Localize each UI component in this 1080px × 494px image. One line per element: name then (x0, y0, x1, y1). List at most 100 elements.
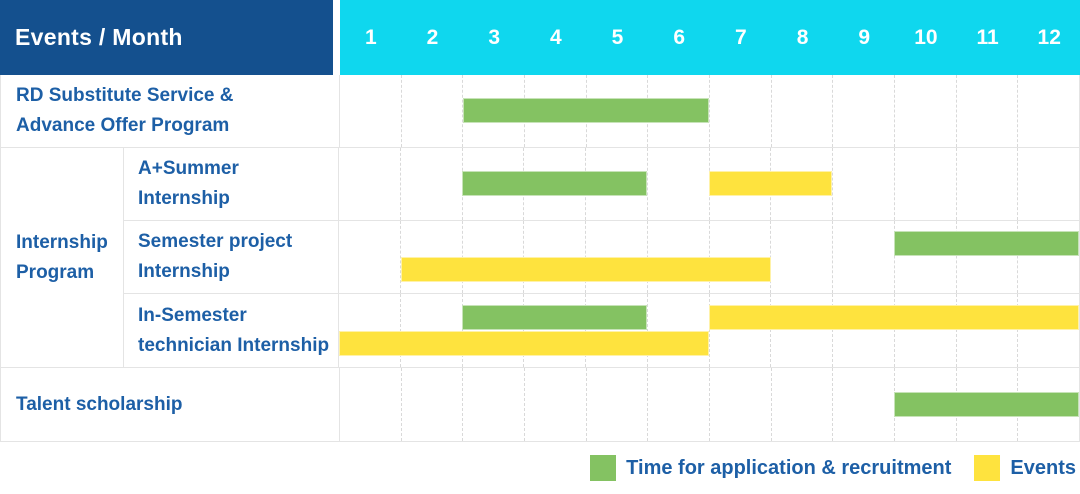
month-label-2: 2 (426, 25, 439, 49)
month-grid-cell (524, 368, 586, 441)
month-grid-cell (832, 148, 894, 220)
month-header: 1 2 3 4 5 6 7 8 9 10 11 12 (340, 0, 1080, 75)
row-label-line: Talent scholarship (16, 393, 183, 415)
row-label: Semester project Internship (124, 221, 339, 293)
gantt-bar-events (709, 304, 1079, 330)
month-label-3: 3 (488, 25, 501, 49)
month-label-9: 9 (858, 25, 871, 49)
table-header-row: Events / Month 1 2 3 4 5 6 7 8 9 10 11 12 (0, 0, 1080, 75)
gantt-bar-application (462, 304, 648, 330)
month-grid-cell (832, 75, 894, 147)
legend-item-application: Time for application & recruitment (590, 455, 951, 481)
month-grid-cell (1017, 148, 1079, 220)
month-grid-cell (832, 294, 894, 367)
month-grid-cell (339, 148, 400, 220)
month-grid-cell (955, 75, 1018, 147)
month-grid-cell (462, 368, 524, 441)
application-color-swatch (590, 455, 617, 481)
month-grid-cell (461, 148, 524, 220)
month-grid-cell (708, 148, 771, 220)
month-grid-cell (1017, 294, 1079, 367)
chart-legend: Time for application & recruitment Event… (0, 442, 1080, 494)
gantt-bar-application (463, 98, 710, 123)
row-timeline (340, 368, 1079, 441)
row-label: A+Summer Internship (124, 148, 339, 220)
month-grid-cell (399, 148, 462, 220)
events-color-swatch (974, 455, 1001, 481)
month-label-11: 11 (976, 25, 999, 49)
month-grid-cell (893, 294, 956, 367)
month-grid-cell (709, 368, 771, 441)
gantt-bar-events (709, 171, 833, 196)
row-timeline (339, 294, 1079, 367)
table-row: Semester project Internship (124, 221, 1079, 294)
table-row: RD Substitute Service & Advance Offer Pro… (1, 75, 1079, 148)
month-grid-cell (339, 221, 400, 293)
row-timeline (340, 75, 1079, 147)
month-grid-cell (832, 221, 894, 293)
row-label-line: In-Semester (138, 304, 247, 326)
month-grid-cell (462, 75, 524, 147)
month-grid-cell (647, 368, 709, 441)
month-label-8: 8 (796, 25, 809, 49)
row-timeline (339, 221, 1079, 293)
group-label-internship-program: Internship Program (1, 148, 124, 367)
month-grid-cell (955, 221, 1018, 293)
month-grid-cell (1017, 75, 1079, 147)
month-label-12: 12 (1037, 25, 1061, 49)
month-grid-cell (894, 75, 956, 147)
month-grid-cell (770, 294, 832, 367)
month-label-6: 6 (673, 25, 686, 49)
row-timeline (339, 148, 1079, 220)
legend-label-application: Time for application & recruitment (626, 456, 952, 479)
header-divider (333, 0, 340, 75)
row-label-line: Advance Offer Program (16, 115, 230, 136)
row-label: Talent scholarship (1, 368, 340, 441)
row-label-line: Internship (138, 261, 230, 282)
month-grid-cell (646, 148, 709, 220)
month-grid-cell (340, 368, 401, 441)
month-grid-cell (399, 221, 462, 293)
row-label-line: Internship (138, 188, 230, 209)
row-label-line: A+Summer (138, 158, 239, 179)
month-grid-cell (400, 368, 463, 441)
month-grid-cell (770, 221, 832, 293)
month-grid-cell (832, 368, 894, 441)
month-grid-cell (585, 368, 648, 441)
table-row: In-Semester technician Internship (124, 294, 1079, 367)
month-grid-cell (770, 368, 833, 441)
month-grid-cell (955, 294, 1018, 367)
month-label-4: 4 (550, 25, 562, 49)
group-label-line: Program (16, 261, 95, 283)
gantt-table-body: RD Substitute Service & Advance Offer Pro… (0, 75, 1080, 442)
group-sub-rows: A+Summer Internship Semester project Intern… (124, 148, 1079, 367)
month-label-10: 10 (914, 25, 938, 49)
month-grid-cell (955, 148, 1018, 220)
row-label: RD Substitute Service & Advance Offer Pro… (1, 75, 340, 147)
month-label-1: 1 (364, 25, 377, 49)
month-label-5: 5 (611, 25, 624, 49)
month-grid-cell (709, 75, 771, 147)
month-grid-cell (400, 75, 463, 147)
legend-label-events: Events (1010, 456, 1076, 479)
gantt-bar-application (894, 231, 1079, 256)
events-month-header-label: Events / Month (15, 24, 183, 50)
month-grid-cell (893, 148, 956, 220)
row-label-line: technician Internship (138, 334, 330, 356)
gantt-bar-application (894, 391, 1079, 417)
gantt-bar-events (339, 330, 709, 356)
legend-item-events: Events (974, 455, 1076, 481)
group-label-line: Internship (16, 231, 108, 253)
month-grid-cell (1017, 221, 1079, 293)
table-row: Talent scholarship (1, 368, 1079, 441)
month-label-7: 7 (735, 25, 747, 49)
row-label-line: RD Substitute Service & (16, 85, 234, 106)
row-label: In-Semester technician Internship (124, 294, 339, 367)
month-grid-cell (893, 221, 956, 293)
row-label-line: Semester project (138, 231, 293, 252)
month-grid-cell (770, 75, 833, 147)
internship-program-group: Internship Program A+Summer Internship Semes… (1, 148, 1079, 368)
gantt-bar-events (400, 257, 771, 282)
month-grid-cell (340, 75, 401, 147)
